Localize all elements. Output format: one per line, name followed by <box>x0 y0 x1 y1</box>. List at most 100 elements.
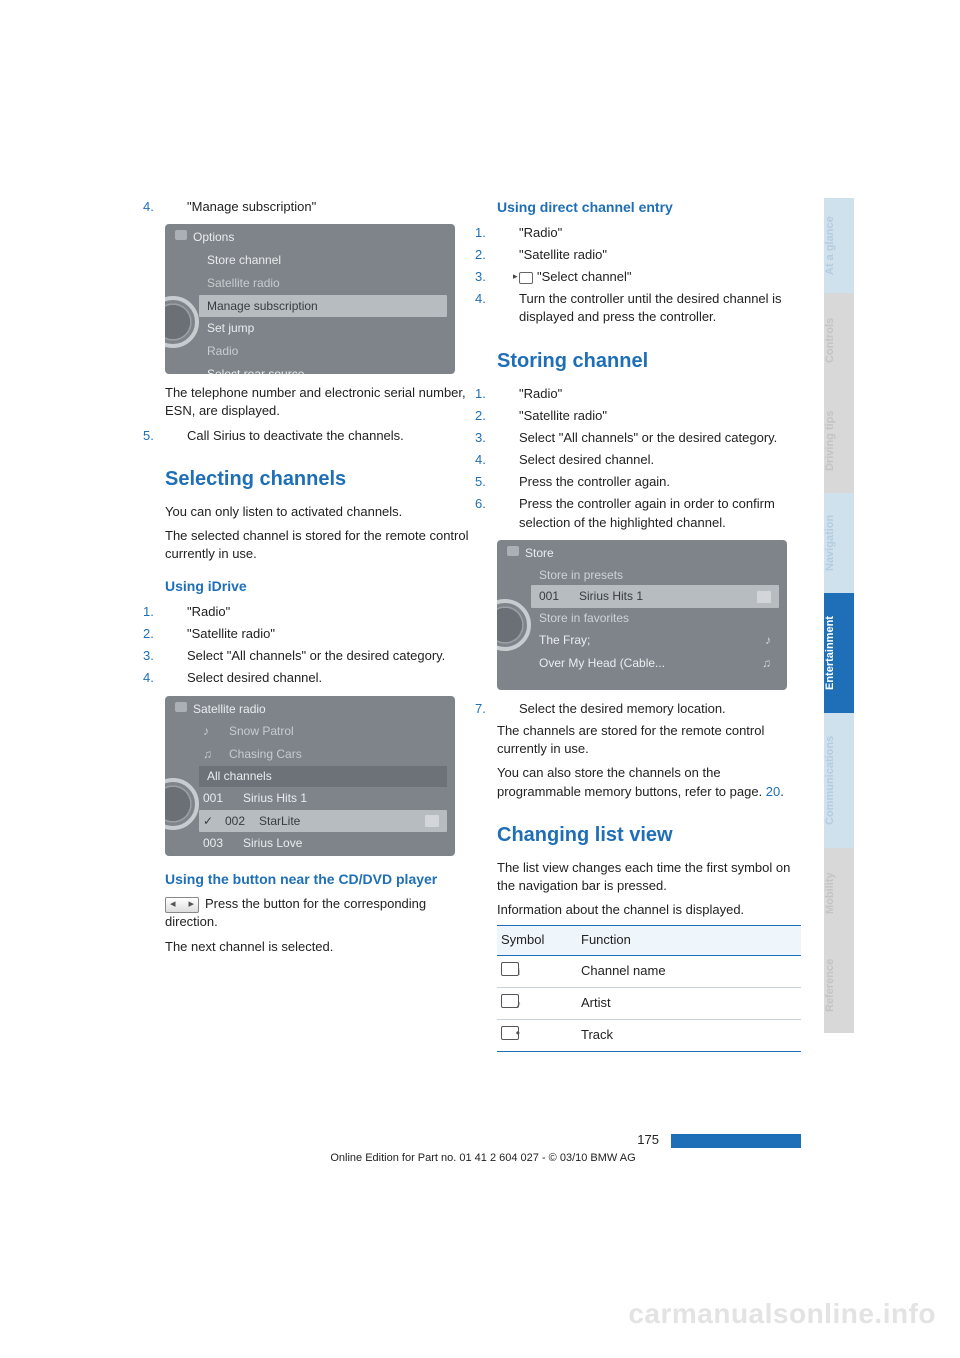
store-icon <box>425 815 439 827</box>
channel-number: 002 <box>225 813 249 830</box>
watermark: carmanualsonline.info <box>628 1298 936 1330</box>
step-number: 3. <box>497 429 519 447</box>
screenshot-satellite-radio: Satellite radio ♪Snow Patrol ♫Chasing Ca… <box>165 696 455 856</box>
esn-paragraph: The telephone number and electronic seri… <box>165 384 469 420</box>
store-step-1: 1."Radio" <box>497 385 801 403</box>
idrive-wheel-icon <box>497 599 531 651</box>
step-text: Press the controller again in order to c… <box>519 496 775 529</box>
heading-using-button: Using the button near the CD/DVD player <box>165 870 469 890</box>
step-number: 2. <box>497 407 519 425</box>
page-bar <box>671 1134 801 1148</box>
step-number: 1. <box>165 603 187 621</box>
menu-text: Set jump <box>207 320 439 337</box>
store-step-3: 3.Select "All channels" or the desired c… <box>497 429 801 447</box>
step-text: "Satellite radio" <box>519 408 607 423</box>
step-number: 1. <box>497 385 519 403</box>
step-number: 6. <box>497 495 519 513</box>
step-text: "Radio" <box>519 225 562 240</box>
menu-row: Set jump <box>199 317 447 340</box>
track-text: Chasing Cars <box>229 746 439 763</box>
store-row-selected: 001Sirius Hits 1 <box>531 585 779 608</box>
heading-selecting-channels: Selecting channels <box>165 465 469 493</box>
channel-row: 001Sirius Hits 1 <box>199 787 447 810</box>
menu-row-selected: Manage subscription <box>199 295 447 318</box>
fav-row: The Fray;♪ <box>531 629 779 652</box>
artist-icon: ♪ <box>765 632 771 649</box>
tab-communications[interactable]: Communications <box>824 713 854 848</box>
step-number: 7. <box>497 700 519 718</box>
idrive-wheel-icon <box>165 296 199 348</box>
step-text: "Satellite radio" <box>187 626 275 641</box>
tab-controls[interactable]: Controls <box>824 293 854 388</box>
store-step-6: 6.Press the controller again in order to… <box>497 495 801 531</box>
btn-para-1: Press the button for the corresponding d… <box>165 895 469 931</box>
track-icon: ♫ <box>762 655 771 672</box>
step-text: Call Sirius to deactivate the channels. <box>187 428 404 443</box>
track-icon: ♫ <box>203 746 219 763</box>
channel-name-icon <box>501 962 519 976</box>
step-text: Select "All channels" or the desired cat… <box>187 648 445 663</box>
menu-row: Radio <box>199 340 447 363</box>
table-row: Track <box>497 1019 801 1051</box>
table-row: Channel name <box>497 955 801 987</box>
step-number: 2. <box>165 625 187 643</box>
section-all-channels: All channels <box>199 766 447 787</box>
ss-title: Options <box>165 224 455 249</box>
step-number: 4. <box>165 669 187 687</box>
tab-entertainment[interactable]: Entertainment <box>824 593 854 713</box>
select-channel-icon <box>519 272 533 284</box>
step-text: Select "All channels" or the desired cat… <box>519 430 777 445</box>
tab-reference[interactable]: Reference <box>824 938 854 1033</box>
step-number: 4. <box>497 451 519 469</box>
table-row: Artist <box>497 987 801 1019</box>
content-area: 4."Manage subscription" Options Store ch… <box>165 198 801 1052</box>
btn-para-text: Press the button for the corresponding d… <box>165 896 426 929</box>
btn-para-2: The next channel is selected. <box>165 938 469 956</box>
step-number: 4. <box>165 198 187 216</box>
th-function: Function <box>577 926 801 955</box>
menu-text: Satellite radio <box>207 275 439 292</box>
page-number: 175 <box>637 1132 665 1147</box>
step-text: Select the desired memory location. <box>519 701 726 716</box>
th-symbol: Symbol <box>497 926 577 955</box>
store-sub-favorites: Store in favorites <box>531 608 779 629</box>
channel-row-selected: ✓002StarLite <box>199 810 447 833</box>
table-cell: Track <box>577 1019 801 1051</box>
step-number: 5. <box>497 473 519 491</box>
now-playing-track: ♫ Chasing Cars <box>199 743 447 766</box>
table-cell: Artist <box>577 987 801 1019</box>
tab-at-a-glance[interactable]: At a glance <box>824 198 854 293</box>
tab-driving-tips[interactable]: Driving tips <box>824 388 854 493</box>
tab-mobility[interactable]: Mobility <box>824 848 854 938</box>
store-para-2c: . <box>780 784 784 799</box>
step-number: 2. <box>497 246 519 264</box>
step-number: 4. <box>497 290 519 308</box>
artist-icon: ♪ <box>203 723 219 740</box>
page-link-20[interactable]: 20 <box>766 784 780 799</box>
step-number: 3. <box>165 647 187 665</box>
menu-text: Manage subscription <box>207 298 439 315</box>
list-para-2: Information about the channel is display… <box>497 901 801 919</box>
screenshot-options: Options Store channel Satellite radio Ma… <box>165 224 455 374</box>
idrive-step-1: 1."Radio" <box>165 603 469 621</box>
step-text: "Select channel" <box>537 269 632 284</box>
step-text: "Radio" <box>519 386 562 401</box>
check-icon: ✓ <box>203 813 215 830</box>
right-column: Using direct channel entry 1."Radio" 2."… <box>497 198 801 1052</box>
table-header-row: Symbol Function <box>497 926 801 955</box>
menu-row: Satellite radio <box>199 272 447 295</box>
channel-row: 003Sirius Love <box>199 832 447 855</box>
list-para-1: The list view changes each time the firs… <box>497 859 801 895</box>
tab-navigation[interactable]: Navigation <box>824 493 854 593</box>
store-step-7: 7.Select the desired memory location. <box>497 700 801 718</box>
store-step-5: 5.Press the controller again. <box>497 473 801 491</box>
channel-number: 003 <box>203 835 233 852</box>
direct-step-1: 1."Radio" <box>497 224 801 242</box>
step-text: "Manage subscription" <box>187 199 316 214</box>
symbol-function-table: Symbol Function Channel name Artist Trac… <box>497 925 801 1052</box>
channel-name: Sirius Hits 1 <box>243 790 439 807</box>
channel-name: Sirius Hits 1 <box>579 588 747 605</box>
idrive-step-2: 2."Satellite radio" <box>165 625 469 643</box>
step-text: Select desired channel. <box>519 452 654 467</box>
direct-step-3: 3."Select channel" <box>497 268 801 286</box>
